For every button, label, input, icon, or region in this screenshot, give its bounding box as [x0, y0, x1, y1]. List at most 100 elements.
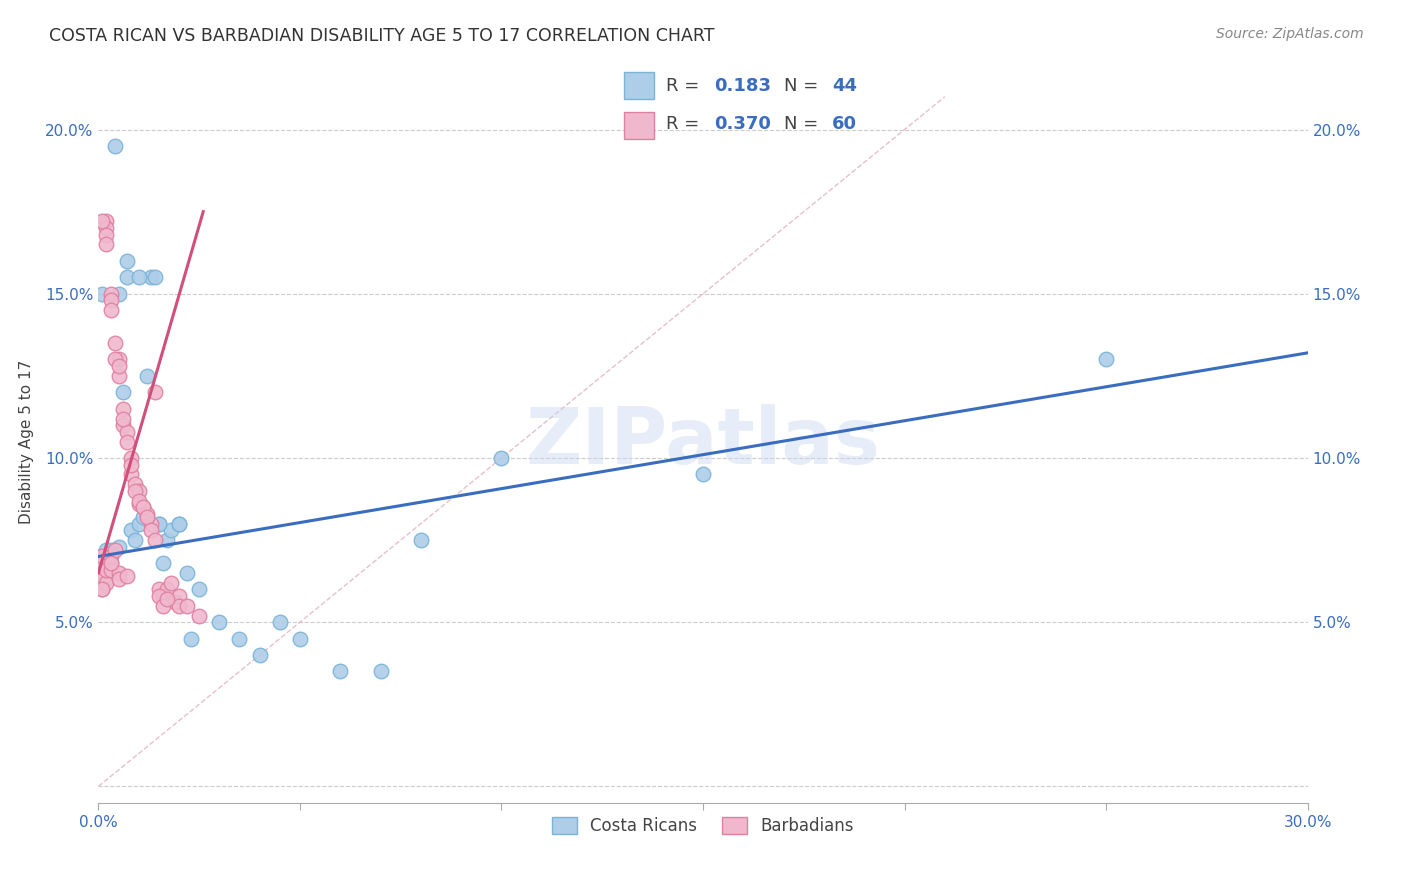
Point — [120, 450, 142, 465]
Point — [167, 589, 190, 603]
Point — [91, 214, 114, 228]
Point — [167, 599, 190, 613]
Point — [288, 632, 311, 646]
Point — [135, 368, 157, 383]
Point — [91, 573, 114, 587]
Point — [152, 556, 174, 570]
Point — [120, 523, 142, 537]
Point — [139, 523, 162, 537]
Text: R =: R = — [666, 78, 704, 95]
Point — [692, 467, 714, 482]
Point — [124, 483, 146, 498]
Point — [115, 434, 138, 449]
Point — [100, 546, 122, 560]
Text: N =: N = — [785, 78, 824, 95]
Point — [249, 648, 271, 662]
Point — [143, 385, 166, 400]
Point — [1095, 352, 1118, 367]
Point — [103, 336, 125, 351]
Point — [167, 516, 190, 531]
Point — [100, 556, 122, 570]
Point — [96, 575, 118, 590]
Point — [96, 227, 118, 242]
Point — [91, 582, 114, 597]
Point — [148, 516, 170, 531]
Point — [143, 533, 166, 547]
Point — [100, 563, 122, 577]
Point — [135, 510, 157, 524]
FancyBboxPatch shape — [624, 112, 654, 139]
Point — [152, 589, 174, 603]
Point — [132, 510, 155, 524]
Point — [167, 516, 190, 531]
Point — [107, 286, 129, 301]
Point — [148, 589, 170, 603]
Point — [100, 549, 122, 564]
Text: COSTA RICAN VS BARBADIAN DISABILITY AGE 5 TO 17 CORRELATION CHART: COSTA RICAN VS BARBADIAN DISABILITY AGE … — [49, 27, 714, 45]
Point — [115, 425, 138, 439]
Point — [91, 549, 114, 564]
Point — [91, 556, 114, 570]
Point — [91, 549, 114, 564]
Point — [111, 401, 134, 416]
Point — [188, 608, 211, 623]
Point — [100, 556, 122, 570]
Point — [409, 533, 432, 547]
Point — [100, 293, 122, 308]
Point — [100, 286, 122, 301]
Point — [128, 483, 150, 498]
Point — [103, 352, 125, 367]
Point — [115, 569, 138, 583]
Point — [128, 497, 150, 511]
Point — [103, 542, 125, 557]
Text: 44: 44 — [832, 78, 858, 95]
Point — [180, 632, 202, 646]
Point — [160, 575, 183, 590]
Point — [100, 542, 122, 557]
Point — [148, 582, 170, 597]
Point — [96, 214, 118, 228]
Point — [107, 566, 129, 580]
Point — [329, 665, 352, 679]
Text: 0.183: 0.183 — [714, 78, 772, 95]
Point — [120, 467, 142, 482]
Point — [132, 500, 155, 515]
Text: R =: R = — [666, 115, 704, 133]
Y-axis label: Disability Age 5 to 17: Disability Age 5 to 17 — [20, 359, 34, 524]
Point — [148, 516, 170, 531]
Point — [96, 221, 118, 235]
Point — [96, 542, 118, 557]
Point — [269, 615, 291, 630]
Point — [188, 582, 211, 597]
Point — [107, 540, 129, 554]
Point — [135, 507, 157, 521]
Point — [124, 533, 146, 547]
Point — [176, 599, 198, 613]
Point — [228, 632, 250, 646]
Point — [115, 270, 138, 285]
Point — [120, 458, 142, 472]
Point — [96, 563, 118, 577]
Point — [370, 665, 392, 679]
Point — [91, 556, 114, 570]
Point — [107, 352, 129, 367]
Point — [139, 270, 162, 285]
Text: Source: ZipAtlas.com: Source: ZipAtlas.com — [1216, 27, 1364, 41]
Point — [96, 573, 118, 587]
Point — [160, 523, 183, 537]
Point — [107, 368, 129, 383]
FancyBboxPatch shape — [624, 71, 654, 99]
Point — [100, 303, 122, 318]
Point — [91, 566, 114, 580]
Point — [103, 139, 125, 153]
Point — [139, 516, 162, 531]
Point — [491, 450, 513, 465]
Text: 0.370: 0.370 — [714, 115, 772, 133]
Point — [156, 533, 179, 547]
Legend: Costa Ricans, Barbadians: Costa Ricans, Barbadians — [541, 807, 865, 845]
Point — [124, 477, 146, 491]
Point — [128, 516, 150, 531]
Point — [96, 237, 118, 252]
Point — [107, 359, 129, 373]
Text: N =: N = — [785, 115, 824, 133]
